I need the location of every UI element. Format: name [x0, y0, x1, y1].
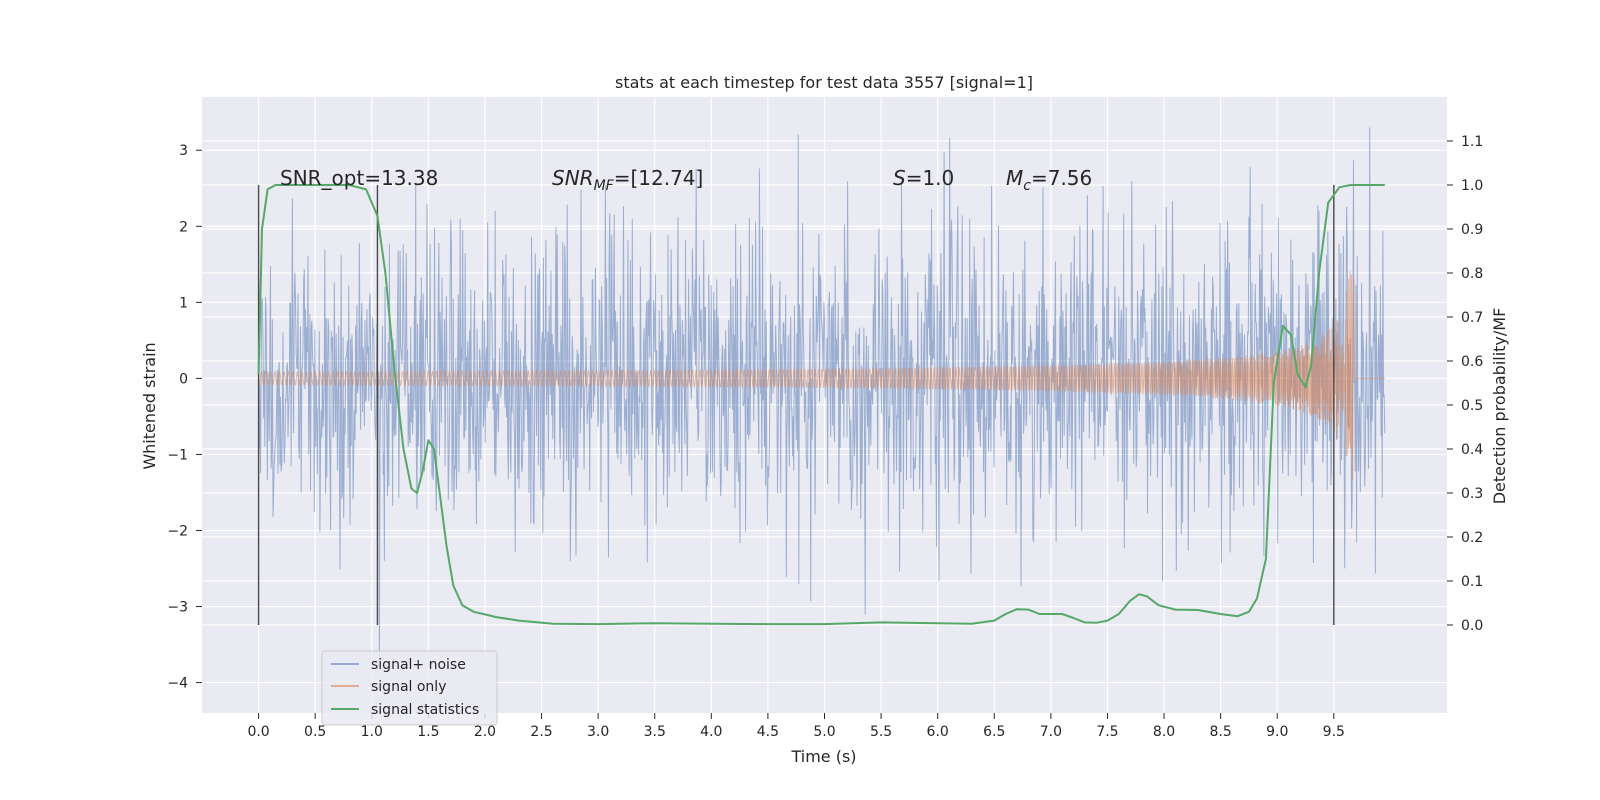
y-left-tick-label: 0 — [179, 371, 188, 387]
annotation-mc-value: =7.56 — [1031, 166, 1092, 190]
y-left-tick-label: −2 — [167, 523, 188, 539]
x-tick-label: 7.5 — [1096, 724, 1118, 740]
annotation-s: S=1.0 — [893, 166, 954, 190]
y-left-axis-ticks: 3 2 1 0 −1 −2 −3 −4 — [167, 143, 202, 692]
x-tick-label: 8.5 — [1210, 724, 1232, 740]
x-tick-label: 9.5 — [1323, 724, 1345, 740]
annotation-snr-opt: SNR_opt=13.38 — [280, 166, 438, 190]
x-tick-label: 6.5 — [983, 724, 1005, 740]
signal-only-line — [258, 271, 1385, 480]
annotation-mc-main: M — [1006, 166, 1023, 190]
y-right-axis-ticks: 1.1 1.0 0.9 0.8 0.7 0.6 0.5 0.4 0.3 0.2 0.1 0.0 — [1447, 134, 1483, 634]
x-tick-label: 4.0 — [700, 724, 722, 740]
legend-box — [321, 650, 498, 726]
annotation-snr-mf-sub: MF — [594, 178, 615, 194]
x-tick-label: 0.0 — [247, 724, 269, 740]
x-tick-label: 2.5 — [530, 724, 552, 740]
y-right-tick-label: 0.1 — [1461, 574, 1483, 590]
x-axis-ticks: 0.0 0.5 1.0 1.5 2.0 2.5 3.0 3.5 4.0 4.5 5.0 5.5 6.0 6… — [247, 713, 1345, 740]
legend-label-signal-statistics: signal statistics — [371, 702, 479, 718]
y-right-tick-label: 0.0 — [1461, 618, 1483, 634]
x-tick-label: 1.0 — [361, 724, 383, 740]
annotation-s-main: S — [893, 166, 906, 190]
y-right-tick-label: 0.3 — [1461, 486, 1483, 502]
x-tick-label: 7.0 — [1040, 724, 1062, 740]
x-axis-label: Time (s) — [790, 747, 856, 766]
y-right-tick-label: 1.0 — [1461, 178, 1483, 194]
y-right-axis-label: Detection probability/MF — [1490, 308, 1509, 505]
legend-label-signal-only: signal only — [371, 679, 446, 695]
x-tick-label: 6.0 — [927, 724, 949, 740]
annotation-snr-mf-value: =[12.74] — [614, 166, 704, 190]
y-left-axis-label: Whitened strain — [140, 342, 159, 469]
y-left-tick-label: −3 — [167, 600, 188, 616]
y-right-tick-label: 0.6 — [1461, 354, 1483, 370]
y-right-tick-label: 0.5 — [1461, 398, 1483, 414]
y-right-tick-label: 0.8 — [1461, 266, 1483, 282]
x-tick-label: 5.0 — [813, 724, 835, 740]
signal-noise-line — [258, 127, 1386, 659]
signal-noise-series — [258, 127, 1386, 659]
chart-title: stats at each timestep for test data 355… — [615, 73, 1033, 92]
x-tick-label: 5.5 — [870, 724, 892, 740]
annotation-mc-sub: c — [1023, 178, 1031, 194]
y-right-tick-label: 0.4 — [1461, 442, 1483, 458]
x-tick-label: 0.5 — [304, 724, 326, 740]
legend: signal+ noise signal only signal statist… — [321, 650, 498, 726]
annotation-s-value: =1.0 — [906, 166, 955, 190]
x-tick-label: 4.5 — [757, 724, 779, 740]
y-right-tick-label: 0.9 — [1461, 222, 1483, 238]
signal-only-series — [258, 271, 1385, 480]
annotation-snr-mf: SNRMF=[12.74] — [552, 166, 703, 194]
y-left-tick-label: −1 — [167, 447, 188, 463]
y-left-tick-label: 3 — [179, 143, 188, 159]
window-markers — [257, 185, 1335, 625]
x-tick-label: 1.5 — [417, 724, 439, 740]
x-tick-label: 9.0 — [1266, 724, 1288, 740]
annotation-mc: Mc=7.56 — [1006, 166, 1092, 194]
y-right-tick-label: 0.2 — [1461, 530, 1483, 546]
x-tick-label: 3.5 — [644, 724, 666, 740]
signal-statistics-line — [257, 184, 1385, 626]
x-tick-label: 8.0 — [1153, 724, 1175, 740]
y-left-tick-label: 2 — [179, 219, 188, 235]
y-right-tick-label: 0.7 — [1461, 310, 1483, 326]
x-tick-label: 3.0 — [587, 724, 609, 740]
annotation-snr-mf-main: SNR — [552, 166, 594, 190]
y-left-tick-label: −4 — [167, 676, 188, 692]
legend-label-signal-noise: signal+ noise — [371, 657, 466, 673]
signal-statistics-series — [257, 184, 1385, 626]
y-right-tick-label: 1.1 — [1461, 134, 1483, 150]
y-left-tick-label: 1 — [179, 295, 188, 311]
x-tick-label: 2.0 — [474, 724, 496, 740]
